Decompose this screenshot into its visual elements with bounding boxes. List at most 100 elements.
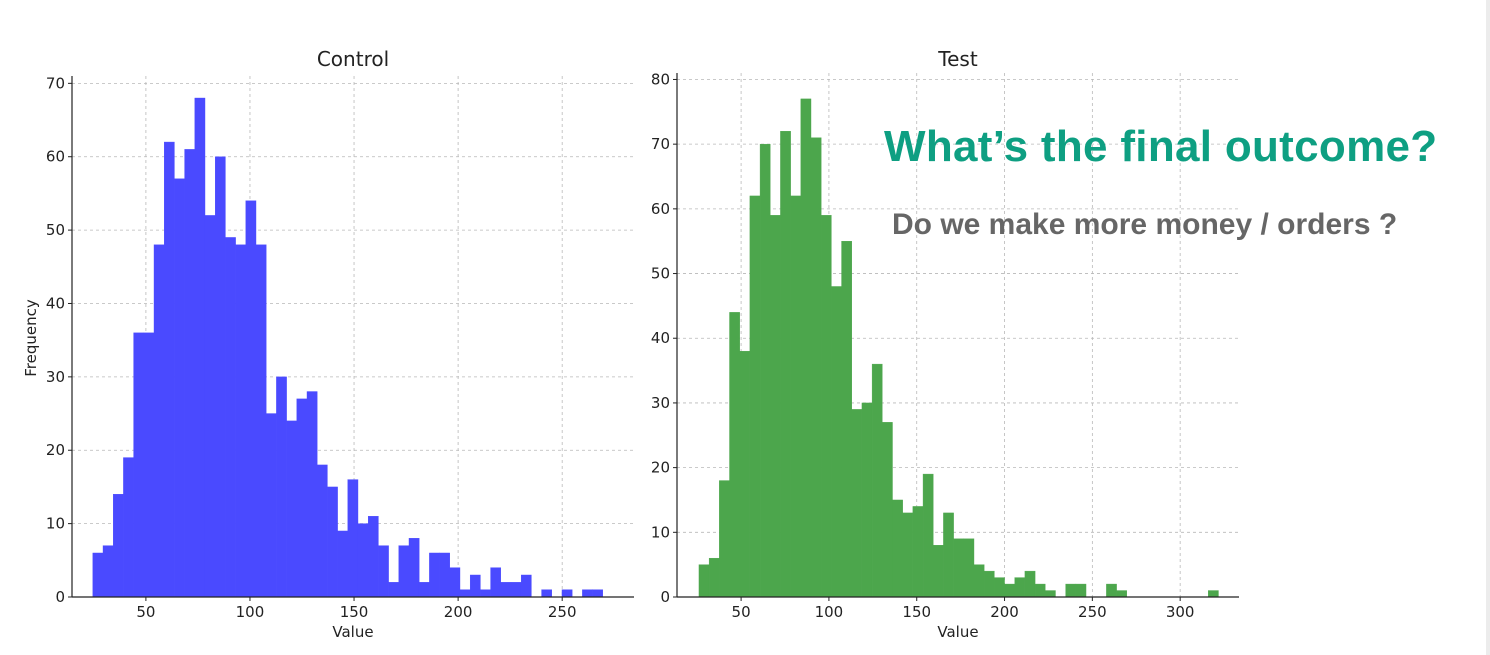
- control-bar: [561, 589, 573, 598]
- control-bar: [245, 200, 257, 598]
- control-bar: [286, 420, 297, 598]
- control-bar: [398, 545, 410, 598]
- test-y-ticks: 0 10 20 30 40 50 60 70 80: [651, 70, 677, 606]
- control-bar: [113, 494, 124, 598]
- control-bar: [296, 398, 308, 598]
- test-bar: [1065, 583, 1077, 598]
- test-bar: [759, 143, 771, 598]
- test-x-tick-label: 200: [990, 603, 1019, 621]
- test-bar: [871, 363, 883, 598]
- test-bar: [739, 350, 751, 598]
- test-bar: [882, 422, 893, 598]
- test-x-tick-label: 300: [1166, 603, 1195, 621]
- test-bars: [698, 98, 1219, 598]
- control-bar: [439, 552, 450, 598]
- test-bar: [749, 195, 761, 598]
- test-bar: [892, 499, 903, 598]
- control-bar: [490, 567, 501, 598]
- test-bar: [963, 538, 975, 598]
- test-bar: [1024, 570, 1036, 598]
- control-bar: [255, 244, 267, 598]
- control-x-tick-label: 250: [548, 603, 577, 621]
- control-y-tick-label: 0: [55, 588, 65, 606]
- control-bar: [194, 97, 206, 598]
- control-y-tick-label: 20: [46, 441, 65, 459]
- test-bar: [973, 564, 985, 598]
- control-x-tick-label: 200: [444, 603, 473, 621]
- test-bar: [983, 570, 995, 598]
- control-bar: [510, 582, 522, 598]
- control-bar: [367, 516, 379, 598]
- control-bar: [337, 530, 348, 598]
- test-bar: [810, 137, 822, 598]
- control-bar: [123, 457, 134, 598]
- test-bar: [1116, 590, 1127, 598]
- control-bar: [582, 589, 593, 598]
- test-bar: [831, 286, 842, 598]
- test-x-tick-label: 50: [732, 603, 751, 621]
- headline-text: What’s the final outcome?: [884, 122, 1438, 171]
- test-bar: [933, 545, 944, 598]
- control-bar: [225, 237, 236, 598]
- test-bar: [1106, 583, 1117, 598]
- control-bar: [327, 486, 338, 598]
- test-bar: [698, 564, 710, 598]
- control-bar: [520, 574, 532, 598]
- test-y-tick-label: 40: [651, 329, 670, 347]
- test-bar: [1208, 590, 1219, 598]
- test-x-ticks: 50 100 150 200 250 300: [732, 597, 1195, 621]
- test-y-tick-label: 20: [651, 459, 670, 477]
- test-bar: [1014, 577, 1026, 598]
- test-bar: [994, 577, 1005, 598]
- control-bar: [143, 332, 155, 598]
- test-bar: [841, 240, 852, 598]
- test-x-axis-label: Value: [937, 623, 978, 641]
- control-y-ticks: 0 10 20 30 40 50 60 70: [46, 74, 72, 606]
- control-bar: [266, 413, 277, 598]
- control-y-axis-label: Frequency: [22, 299, 40, 377]
- test-bar: [1034, 583, 1046, 598]
- control-bar: [153, 244, 165, 598]
- test-y-tick-label: 30: [651, 394, 670, 412]
- test-bar: [770, 215, 781, 598]
- test-bar: [719, 480, 730, 598]
- control-bar: [429, 552, 440, 598]
- test-bar: [1004, 583, 1015, 598]
- test-y-tick-label: 60: [651, 200, 670, 218]
- page-edge-divider: [1486, 0, 1490, 655]
- control-bar: [92, 552, 104, 598]
- control-bar: [418, 582, 430, 598]
- control-bar: [133, 332, 145, 598]
- control-bar: [459, 589, 471, 598]
- control-y-tick-label: 70: [46, 74, 65, 92]
- test-bar: [912, 506, 924, 598]
- test-bar: [861, 402, 873, 598]
- test-bar: [820, 215, 832, 598]
- control-bar: [541, 589, 552, 598]
- test-axes: [676, 73, 1239, 598]
- test-bar: [851, 409, 863, 598]
- test-bar: [1045, 590, 1056, 598]
- control-axes: [71, 76, 634, 598]
- control-bar: [388, 582, 399, 598]
- test-bar: [800, 98, 812, 598]
- test-bar: [708, 557, 720, 598]
- control-x-ticks: 50 100 150 200 250: [136, 597, 577, 621]
- control-bar: [235, 244, 247, 598]
- control-bar: [102, 545, 114, 598]
- control-y-tick-label: 30: [46, 368, 65, 386]
- control-bar: [306, 391, 318, 598]
- control-bars: [92, 97, 603, 598]
- test-bar: [922, 473, 934, 598]
- test-y-tick-label: 80: [651, 70, 670, 88]
- test-grid: [677, 73, 1239, 597]
- control-title: Control: [317, 47, 389, 71]
- control-bar: [174, 178, 185, 598]
- test-x-tick-label: 100: [815, 603, 844, 621]
- test-bar: [943, 512, 954, 598]
- control-y-tick-label: 10: [46, 515, 65, 533]
- test-bar: [1075, 583, 1087, 598]
- control-bar: [215, 156, 226, 598]
- control-bar: [469, 574, 481, 598]
